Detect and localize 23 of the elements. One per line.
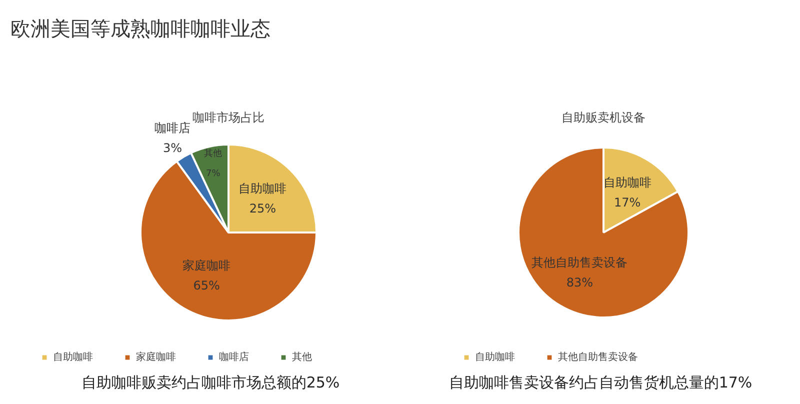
text: 自助咖啡售卖设备约占自动售货机总量的17% [448, 374, 752, 392]
data-label: 65% [193, 278, 220, 293]
text: 自助咖啡贩卖约占咖啡市场总额的25% [81, 374, 340, 392]
data-label: 25% [249, 201, 276, 216]
data-label: 83% [566, 276, 594, 290]
chart-title: 自助贩卖机设备 [562, 110, 646, 124]
slice-label: 其他自助售卖设备 [532, 256, 628, 270]
slice-label: 家庭咖啡 [182, 258, 231, 273]
text: 欧洲美国等成熟咖啡咖啡业态 [10, 16, 270, 40]
slice-label: 咖啡店 [154, 120, 191, 135]
legend-label: 自助咖啡 [53, 350, 93, 364]
legend-label: 其他 [292, 350, 312, 364]
data-label: 7% [206, 168, 221, 179]
slice-label: 自助咖啡 [238, 181, 287, 196]
legend-label: 其他自助售卖设备 [558, 350, 638, 364]
data-label: 17% [614, 195, 641, 210]
slice-label: 自助咖啡 [603, 175, 652, 190]
chart-title: 咖啡市场占比 [192, 110, 264, 124]
legend-label: 自助咖啡 [475, 350, 515, 364]
slice-label: 其他 [204, 148, 222, 159]
legend-label: 家庭咖啡 [136, 350, 176, 364]
data-label: 3% [162, 140, 182, 155]
legend-label: 咖啡店 [219, 350, 249, 364]
